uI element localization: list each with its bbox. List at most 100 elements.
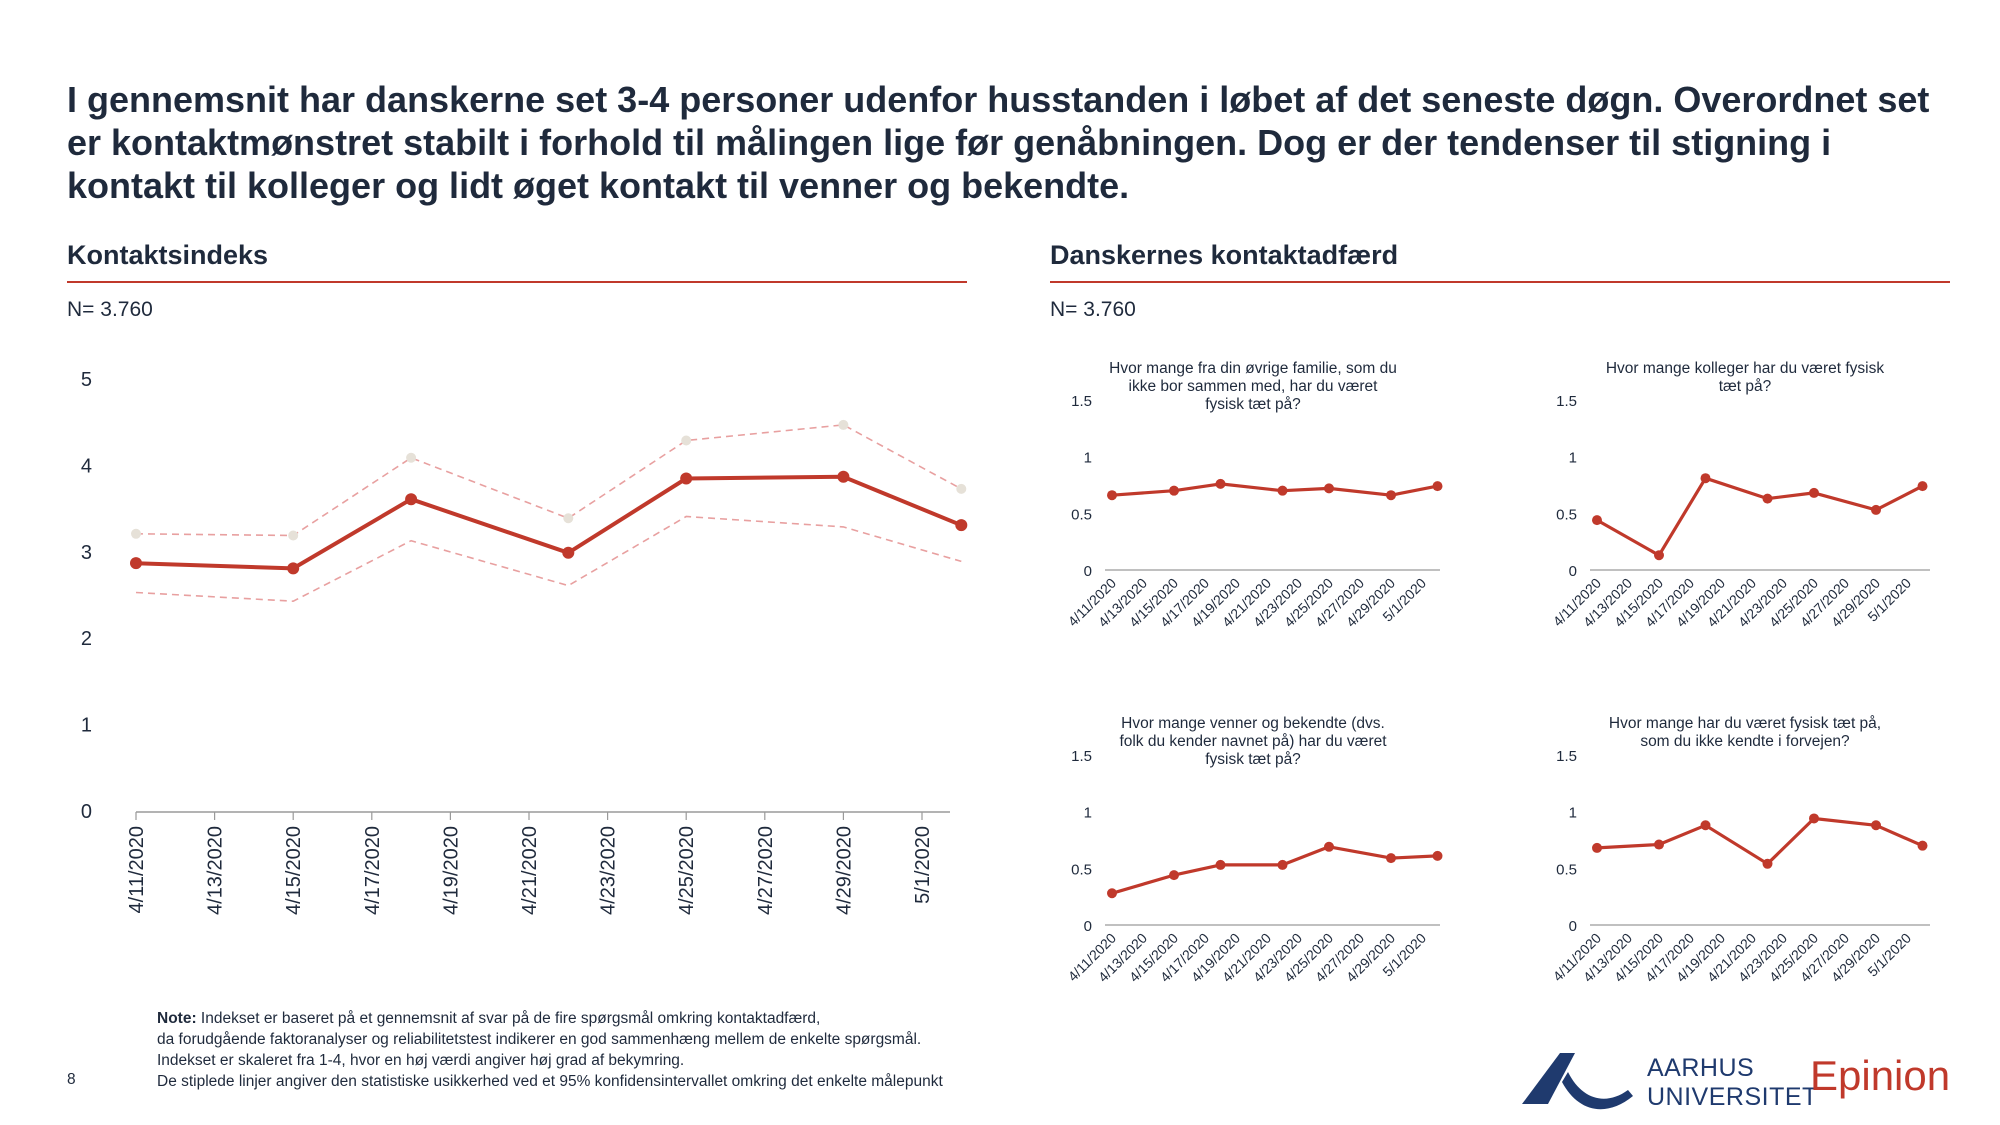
chart-0-ytick-label: 5: [81, 369, 92, 391]
chart-4-ytick-label: 0: [1569, 918, 1577, 935]
chart-0-line: [135, 474, 963, 571]
chart-2-point: [1592, 515, 1602, 526]
au-logo-line-1: AARHUS: [1647, 1054, 1755, 1082]
chart-3-point: [1107, 888, 1117, 899]
left-section-title: Kontaktsindeks: [67, 240, 269, 270]
chart-1-point: [1432, 481, 1443, 492]
chart-2-point: [1917, 481, 1928, 492]
chart-4-title-line: Hvor mange har du været fysisk tæt på,: [1609, 715, 1881, 732]
chart-2-point: [1700, 473, 1711, 484]
chart-0-xtick-label: 4/15/2020: [283, 826, 305, 915]
chart-0-xtick-label: 4/29/2020: [833, 826, 855, 915]
chart-0-ytick-label: 3: [81, 542, 92, 564]
chart-4-ytick-label: 1: [1569, 805, 1577, 822]
chart-3-title-line: Hvor mange venner og bekendte (dvs.: [1121, 715, 1385, 732]
chart-0-xtick-label: 4/25/2020: [676, 826, 698, 915]
page-number: 8: [67, 1071, 76, 1088]
chart-0-xtick-label: 4/13/2020: [205, 826, 227, 915]
chart-1-ytick-label: 1: [1084, 450, 1092, 467]
chart-3-ytick-label: 0.5: [1071, 861, 1092, 878]
chart-1-title-line: fysisk tæt på?: [1205, 396, 1301, 413]
chart-0-ci-upper-point: [681, 435, 692, 446]
note-line-4: De stiplede linjer angiver den statistis…: [157, 1073, 943, 1090]
right-section-rule: [1050, 281, 1950, 283]
chart-3-point: [1324, 841, 1334, 852]
chart-3-ytick-label: 1.5: [1071, 748, 1092, 765]
note-line-1: Note: Indekset er baseret på et gennemsn…: [157, 1008, 943, 1029]
chart-2-ytick-label: 1.5: [1556, 393, 1577, 410]
note-label: Note:: [157, 1010, 197, 1027]
chart-1-title-line: Hvor mange fra din øvrige familie, som d…: [1109, 360, 1397, 377]
right-section-title: Danskernes kontaktadfærd: [1050, 240, 1399, 270]
chart-3-point: [1169, 870, 1179, 881]
chart-4-point: [1809, 813, 1819, 824]
chart-0-point: [405, 493, 418, 506]
chart-1-ytick-label: 0.5: [1071, 506, 1092, 523]
chart-3-point: [1432, 850, 1443, 861]
chart-0-ci-upper-point: [838, 419, 849, 430]
chart-0-ci-upper-point: [956, 483, 967, 494]
chart-3-ytick-label: 1: [1084, 805, 1092, 822]
chart-3-point: [1277, 859, 1288, 870]
chart-4-point: [1654, 839, 1664, 850]
chart-0-ytick-label: 1: [81, 715, 92, 737]
chart-0-ci-upper-line: [135, 424, 962, 537]
chart-2-title: Hvor mange kolleger har du været fysisk t…: [1606, 360, 1885, 395]
chart-2-title-line: tæt på?: [1719, 378, 1772, 395]
chart-1-point: [1169, 485, 1179, 496]
chart-3-title: Hvor mange venner og bekendte (dvs. folk …: [1119, 715, 1387, 768]
chart-4-point: [1700, 820, 1711, 831]
au-logo-line-2: UNIVERSITET: [1647, 1083, 1818, 1111]
epinion-logo: Epinion: [1810, 1052, 1951, 1099]
chart-0-point: [837, 470, 850, 483]
chart-0-point: [955, 519, 968, 532]
chart-2-ytick-label: 1: [1569, 450, 1577, 467]
chart-1-point: [1107, 490, 1117, 501]
right-n-label: N= 3.760: [1050, 298, 1136, 321]
chart-4-title: Hvor mange har du været fysisk tæt på, so…: [1609, 715, 1881, 750]
au-logo-text: AARHUS UNIVERSITET: [1647, 1054, 1818, 1112]
chart-3-ytick-label: 0: [1084, 918, 1092, 935]
chart-3-title-line: fysisk tæt på?: [1205, 751, 1301, 768]
chart-0-xtick-label: 4/27/2020: [755, 826, 777, 915]
chart-1-point: [1324, 483, 1334, 494]
chart-2-point: [1871, 504, 1881, 515]
chart-4-point: [1917, 840, 1928, 851]
chart-0-xtick-label: 4/19/2020: [440, 826, 462, 915]
chart-4-ytick-label: 0.5: [1556, 861, 1577, 878]
chart-1-ytick-label: 1.5: [1071, 393, 1092, 410]
chart-0-point: [287, 562, 300, 575]
chart-3-point: [1386, 853, 1396, 864]
chart-2-point: [1654, 550, 1664, 561]
chart-1-point: [1277, 485, 1288, 496]
chart-1-point: [1386, 490, 1396, 501]
chart-0-point: [562, 546, 575, 559]
chart-0-xtick-label: 5/1/2020: [912, 826, 934, 904]
chart-0-xtick-label: 4/17/2020: [362, 826, 384, 915]
chart-2-title-line: Hvor mange kolleger har du været fysisk: [1606, 360, 1885, 377]
chart-2-point: [1809, 487, 1819, 498]
chart-0-xtick-label: 4/21/2020: [519, 826, 541, 915]
chart-0-ci-upper-point: [563, 513, 574, 524]
chart-2-ytick-label: 0: [1569, 563, 1577, 580]
chart-0-ytick-label: 4: [81, 455, 92, 477]
chart-2-line: [1596, 476, 1924, 557]
chart-0-xtick-label: 4/11/2020: [126, 826, 148, 914]
headline: I gennemsnit har danskerne set 3-4 perso…: [67, 79, 1930, 206]
note-line-2: da forudgående faktoranalyser og reliabi…: [157, 1031, 922, 1048]
chart-1-title: Hvor mange fra din øvrige familie, som d…: [1109, 360, 1397, 413]
chart-1-point: [1215, 478, 1226, 489]
chart-4-ytick-label: 1.5: [1556, 748, 1577, 765]
chart-1-ytick-label: 0: [1084, 563, 1092, 580]
chart-1-title-line: ikke bor sammen med, har du været: [1129, 378, 1379, 395]
chart-0-ci-lower-line: [135, 515, 962, 603]
chart-2-point: [1762, 493, 1773, 504]
chart-0-ytick-label: 2: [81, 628, 92, 650]
left-section-rule: [67, 281, 967, 283]
chart-2-ytick-label: 0.5: [1556, 506, 1577, 523]
chart-0-ci-upper-point: [288, 530, 299, 541]
chart-4-point: [1871, 820, 1881, 831]
footnote: Note: Indekset er baseret på et gennemsn…: [157, 1008, 943, 1092]
chart-0-point: [680, 472, 693, 485]
